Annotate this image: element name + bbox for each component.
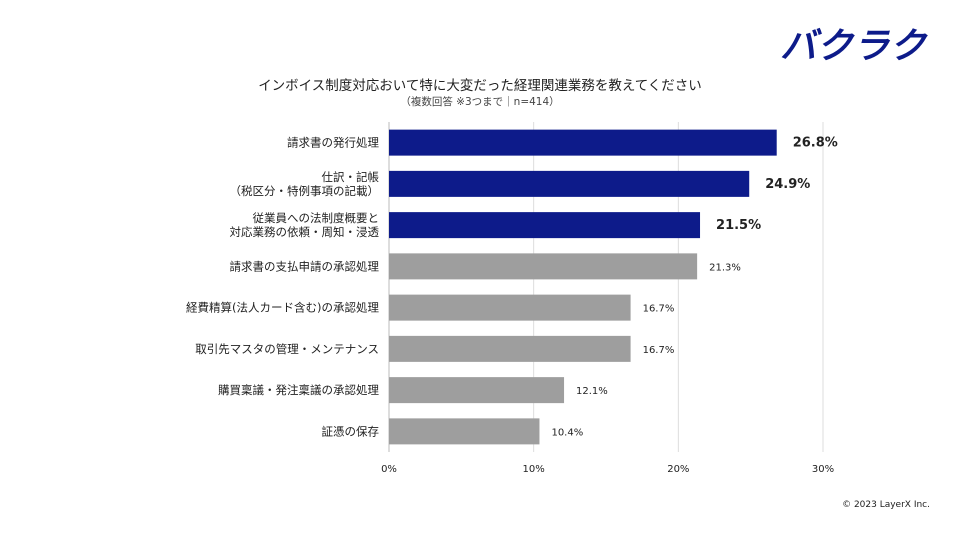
- data-label: 26.8%: [793, 136, 838, 151]
- x-tick-label: 10%: [523, 464, 545, 475]
- x-tick-label: 30%: [812, 464, 834, 475]
- data-label: 12.1%: [576, 386, 608, 397]
- category-label: 請求書の発行処理: [287, 136, 379, 150]
- bar: [389, 377, 565, 404]
- category-label: 仕訳・記帳: [322, 170, 380, 184]
- data-label: 24.9%: [765, 177, 810, 192]
- category-label: 証憑の保存: [322, 424, 380, 438]
- x-tick-label: 0%: [381, 464, 397, 475]
- category-label: （税区分・特例事項の記載）: [230, 184, 380, 198]
- category-label: 請求書の支払申請の承認処理: [230, 259, 380, 273]
- category-label: 経費精算(法人カード含む)の承認処理: [186, 301, 379, 315]
- category-label: 購買稟議・発注稟議の承認処理: [218, 383, 379, 397]
- category-label: 対応業務の依頼・周知・浸透: [230, 225, 380, 239]
- bakuraku-logo: バクラク: [780, 26, 928, 66]
- chart-subtitle: （複数回答 ※3つまで｜n=414）: [400, 96, 560, 108]
- x-tick-label: 20%: [667, 464, 689, 475]
- bar: [389, 170, 750, 197]
- copyright: © 2023 LayerX Inc.: [842, 500, 930, 510]
- data-label: 21.3%: [709, 262, 741, 273]
- bar: [389, 418, 540, 445]
- data-label: 21.5%: [716, 218, 761, 233]
- bar: [389, 129, 777, 156]
- logo-text: バクラク: [780, 26, 928, 66]
- bar: [389, 335, 631, 362]
- bar: [389, 253, 698, 280]
- data-label: 10.4%: [551, 427, 583, 438]
- chart-title: インボイス制度対応おいて特に大変だった経理関連業務を教えてください: [258, 78, 702, 94]
- category-label: 取引先マスタの管理・メンテナンス: [195, 342, 379, 356]
- bar: [389, 212, 701, 239]
- data-label: 16.7%: [643, 345, 675, 356]
- bar: [389, 294, 631, 321]
- data-label: 16.7%: [643, 304, 675, 315]
- category-label: 従業員への法制度概要と: [253, 211, 380, 225]
